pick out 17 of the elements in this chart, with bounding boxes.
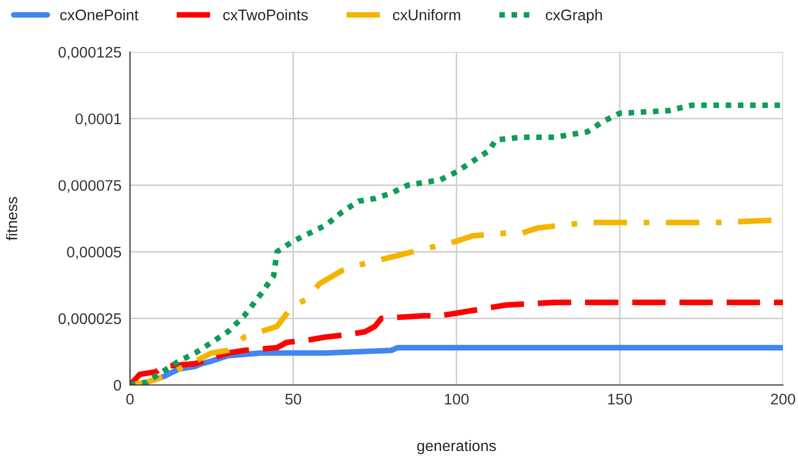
y-tick-label: 0,000125	[58, 46, 122, 60]
x-axis-title: generations	[417, 440, 496, 454]
y-axis-title: fitness	[6, 196, 18, 240]
y-tick-label: 0	[114, 380, 122, 391]
legend-label: cxOnePoint	[60, 9, 138, 20]
x-tick-label: 150	[608, 394, 632, 405]
x-tick-label: 200	[771, 394, 796, 405]
y-tick-label: 0,0001	[76, 113, 121, 126]
x-tick-label: 50	[285, 394, 302, 405]
y-tick-label: 0,000025	[58, 313, 122, 326]
y-tick-label: 0,000075	[58, 180, 122, 193]
y-tick-label: 0,00005	[67, 246, 122, 260]
x-tick-label: 0	[126, 394, 134, 405]
x-tick-label: 100	[444, 394, 469, 405]
legend-label: cxTwoPoints	[223, 9, 308, 20]
legend-label: cxGraph	[546, 9, 602, 24]
legend-label: cxUniform	[393, 9, 460, 20]
